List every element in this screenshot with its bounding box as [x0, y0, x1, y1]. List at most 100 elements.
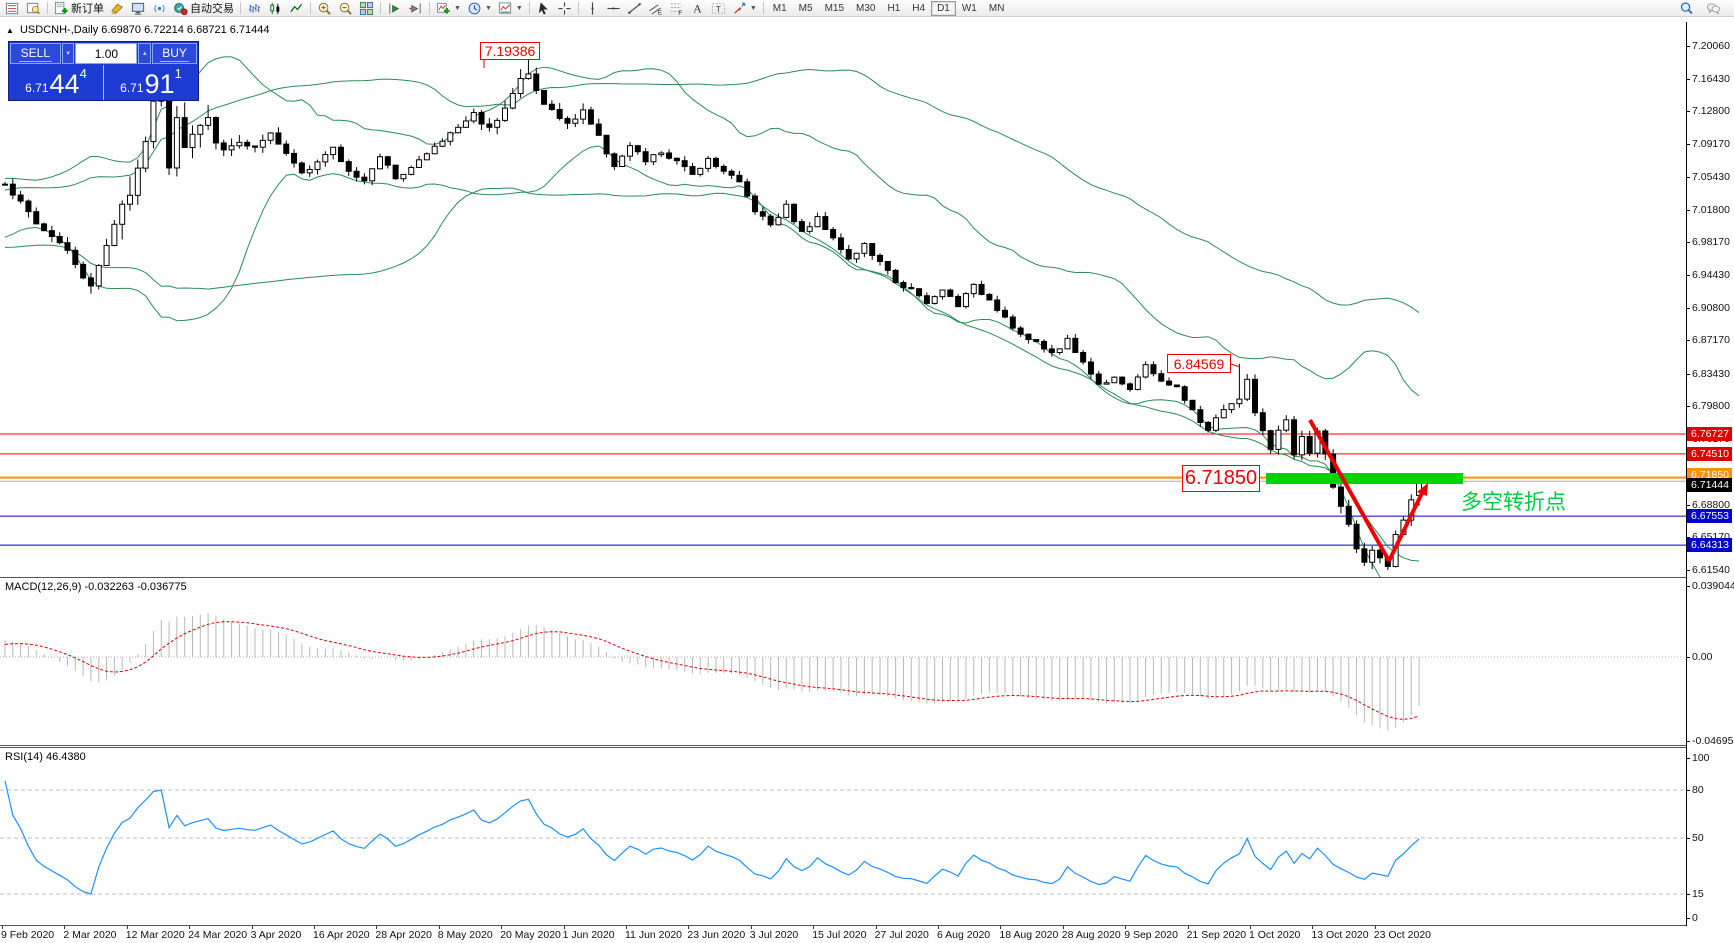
candle-bull — [970, 283, 977, 295]
price-annotation-pivot[interactable]: 6.71850 — [1182, 465, 1260, 492]
candlestick-chart-icon[interactable] — [265, 0, 286, 16]
candle-bear — [994, 299, 1001, 311]
search-icon[interactable] — [1676, 0, 1697, 16]
candle-bear — [361, 176, 368, 182]
text-label-icon[interactable]: T — [708, 0, 729, 16]
candle-bull — [1142, 364, 1149, 378]
macd-pane[interactable] — [0, 578, 1686, 745]
timeframe-button-W1[interactable]: W1 — [956, 1, 983, 16]
community-icon[interactable] — [1703, 0, 1724, 16]
market-watch-icon[interactable] — [2, 0, 23, 16]
cursor-icon[interactable] — [533, 0, 554, 16]
candle-bear — [1158, 373, 1165, 382]
volume-increase-button[interactable]: ▲ — [138, 43, 152, 64]
timeframe-button-M5[interactable]: M5 — [793, 1, 819, 16]
pane-divider[interactable] — [0, 577, 1734, 578]
bollinger-band-upper-20 — [4, 56, 1420, 397]
candle-bull — [1244, 378, 1251, 400]
candle-bear — [56, 235, 63, 244]
candle-bear — [955, 295, 962, 308]
buy-price[interactable]: 6.71 91 1 — [104, 65, 198, 100]
auto-scroll-icon[interactable] — [384, 0, 405, 16]
candle-bull — [408, 166, 415, 175]
red-trend-arrow-down[interactable] — [1308, 419, 1391, 562]
candle-bear — [798, 221, 805, 232]
data-window-icon[interactable] — [23, 0, 44, 16]
svg-text:A: A — [693, 2, 702, 15]
signals-icon[interactable] — [149, 0, 170, 16]
price-annotation-high[interactable]: 7.19386 — [480, 42, 540, 60]
price-chart-pane[interactable] — [0, 22, 1686, 577]
crosshair — [558, 1, 571, 15]
timeframe-button-M1[interactable]: M1 — [767, 1, 793, 16]
timeframe-button-D1[interactable]: D1 — [931, 0, 956, 16]
timeframe-button-M30[interactable]: M30 — [850, 1, 881, 16]
candle-bear — [1150, 364, 1157, 375]
timeframe-button-H1[interactable]: H1 — [881, 1, 906, 16]
rsi-pane[interactable] — [0, 748, 1686, 925]
tile-windows — [359, 1, 374, 15]
equidistant-channel-icon[interactable]: E — [645, 0, 666, 16]
timeframe-button-MN[interactable]: MN — [983, 1, 1011, 16]
price-axis-label: 7.01800 — [1686, 203, 1730, 216]
crosshair-icon[interactable] — [554, 0, 575, 16]
candle-bull — [431, 145, 438, 155]
indicators-button[interactable]: ▼ — [433, 0, 464, 16]
timeframe-button-M15[interactable]: M15 — [819, 1, 850, 16]
dropdown-caret-icon[interactable]: ▼ — [454, 4, 461, 12]
tile-windows-icon[interactable] — [356, 0, 377, 16]
horizontal-line-icon[interactable] — [603, 0, 624, 16]
candle-bear — [392, 164, 399, 180]
date-axis: 9 Feb 2020 2 Mar 2020 12 Mar 2020 24 Mar 20… — [0, 926, 1734, 943]
arrows-icon[interactable]: ▼ — [729, 0, 760, 16]
styler-icon[interactable] — [107, 0, 128, 16]
red-trend-arrow-up[interactable] — [1387, 488, 1426, 562]
pivot-highlight-bar[interactable] — [1266, 473, 1463, 484]
volume-input[interactable] — [75, 43, 138, 64]
bar-chart-icon[interactable] — [244, 0, 265, 16]
candle-bear — [1048, 348, 1055, 354]
templates-button[interactable]: ▼ — [495, 0, 526, 16]
candle-bull — [697, 167, 704, 175]
zoom-out-icon[interactable] — [335, 0, 356, 16]
periods-button[interactable]: ▼ — [464, 0, 495, 16]
direction-up-icon: ▲ — [6, 26, 14, 35]
zoom-in-icon[interactable] — [314, 0, 335, 16]
candle-bull — [517, 78, 524, 94]
price-annotation-swing[interactable]: 6.84569 — [1167, 354, 1231, 373]
candle-bear — [1009, 316, 1016, 329]
terminal-icon[interactable] — [128, 0, 149, 16]
dropdown-caret-icon[interactable]: ▼ — [484, 4, 492, 12]
trendline-icon[interactable] — [624, 0, 645, 16]
buy-button[interactable]: BUY — [152, 43, 197, 64]
text-icon[interactable]: A — [687, 0, 708, 16]
fibonacci-icon[interactable]: F — [666, 0, 687, 16]
timeframe-button-H4[interactable]: H4 — [906, 1, 931, 16]
zoom-in — [318, 2, 331, 15]
sell-button[interactable]: SELL — [10, 43, 61, 64]
chart-shift-icon[interactable] — [405, 0, 426, 16]
date-tick — [64, 926, 66, 929]
dropdown-caret-icon[interactable]: ▼ — [749, 4, 757, 12]
volume-decrease-button[interactable]: ▼ — [61, 43, 75, 64]
toolbar-separator — [429, 2, 430, 14]
vertical-line-icon[interactable] — [582, 0, 603, 16]
search — [1680, 1, 1693, 14]
candle-bull — [1298, 435, 1305, 456]
red-arrowhead — [1417, 483, 1428, 496]
new-order-button[interactable]: 新订单 — [51, 0, 107, 16]
line-chart-icon[interactable] — [286, 0, 307, 16]
autotrading-button[interactable]: 自动交易 — [170, 0, 237, 16]
dropdown-caret-icon[interactable]: ▼ — [515, 4, 523, 12]
candle-bear — [986, 293, 993, 301]
cursor — [538, 1, 548, 15]
pivot-note-text[interactable]: 多空转折点 — [1461, 491, 1566, 514]
pane-divider[interactable] — [0, 925, 1734, 926]
channel: E — [648, 3, 662, 16]
bollinger-band-lower-45 — [4, 187, 1420, 562]
pane-divider[interactable] — [0, 745, 1734, 746]
arrows — [734, 2, 746, 14]
sell-price[interactable]: 6.71 44 4 — [9, 65, 104, 100]
date-tick — [1187, 926, 1189, 929]
candle-bull — [509, 92, 516, 109]
